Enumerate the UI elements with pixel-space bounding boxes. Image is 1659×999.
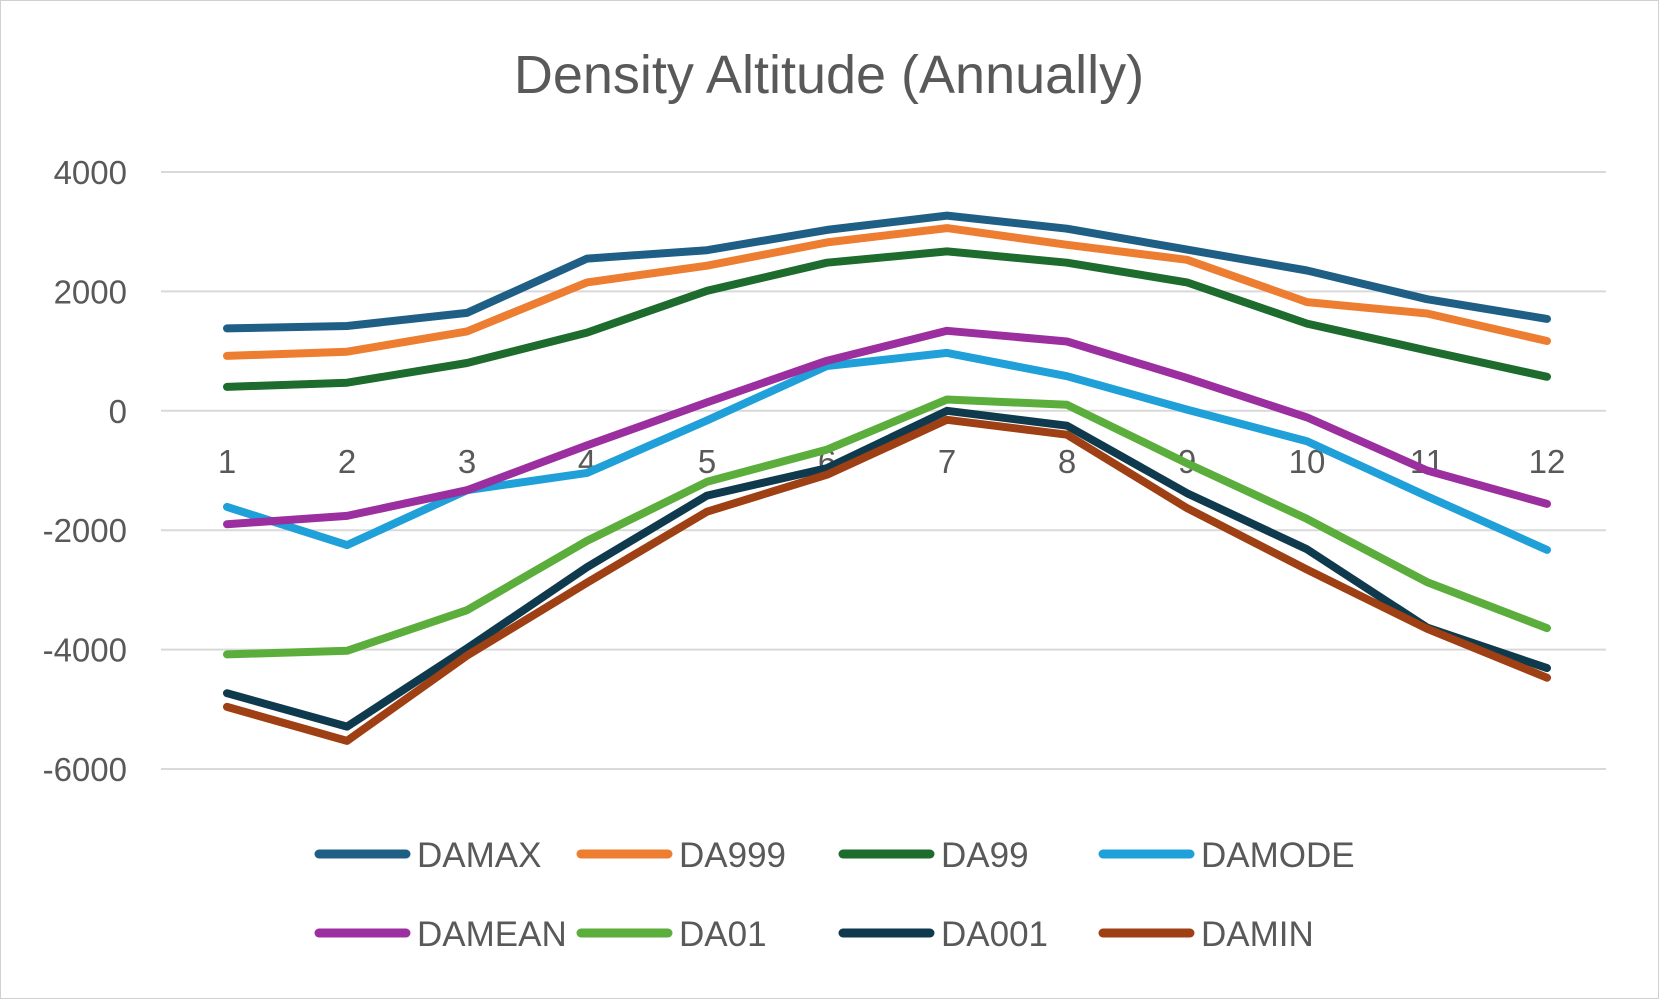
series-line-da001 [223, 406, 1551, 731]
legend: DAMAX DA999 DA99 DAMODE DAMEAN DA01 DA001 DAMIN [314, 836, 1355, 954]
series-layer [223, 211, 1551, 745]
series-line-damax [223, 211, 1551, 333]
series-line-da99 [223, 247, 1551, 391]
series-line-da01 [223, 395, 1551, 659]
y-axis-tick-labels: 4000 2000 0 -2000 -4000 -6000 [43, 154, 127, 788]
x-tick-label: 1 [218, 443, 236, 480]
x-tick-label: 8 [1058, 443, 1076, 480]
legend-item-da001: DA001 [838, 915, 1048, 954]
legend-label: DA999 [679, 836, 786, 875]
y-tick-label: -2000 [43, 512, 127, 549]
legend-item-da01: DA01 [576, 915, 767, 954]
legend-label: DAMEAN [417, 915, 567, 954]
legend-label: DA01 [679, 915, 767, 954]
y-tick-label: -6000 [43, 751, 127, 788]
x-tick-label: 2 [338, 443, 356, 480]
x-tick-label: 12 [1529, 443, 1566, 480]
grid-layer [161, 171, 1606, 770]
y-tick-label: -4000 [43, 632, 127, 669]
y-tick-label: 0 [109, 393, 127, 430]
y-tick-label: 4000 [54, 154, 127, 191]
x-tick-label: 3 [458, 443, 476, 480]
x-tick-label: 5 [698, 443, 716, 480]
legend-label: DAMAX [417, 836, 541, 875]
series-line-damin [223, 415, 1551, 745]
legend-item-da99: DA99 [838, 836, 1029, 875]
series-line-da999 [223, 224, 1551, 360]
legend-label: DAMODE [1201, 836, 1355, 875]
legend-label: DA99 [941, 836, 1029, 875]
legend-item-damean: DAMEAN [314, 915, 567, 954]
legend-item-damax: DAMAX [314, 836, 541, 875]
legend-item-da999: DA999 [576, 836, 786, 875]
chart-title: Density Altitude (Annually) [514, 45, 1144, 105]
series-line-damean [223, 326, 1551, 529]
x-tick-label: 7 [938, 443, 956, 480]
y-tick-label: 2000 [54, 273, 127, 310]
legend-label: DAMIN [1201, 915, 1314, 954]
legend-item-damode: DAMODE [1098, 836, 1355, 875]
legend-item-damin: DAMIN [1098, 915, 1314, 954]
legend-label: DA001 [941, 915, 1048, 954]
series-line-damode [223, 348, 1551, 554]
